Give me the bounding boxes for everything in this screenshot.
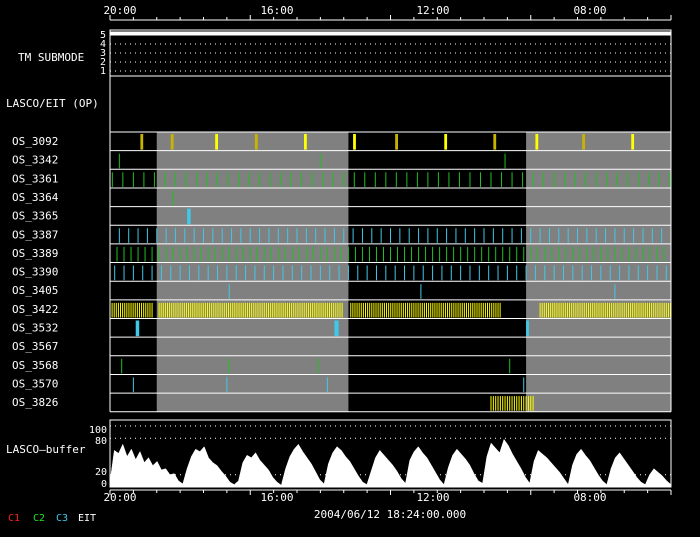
- row-label-os_3532: OS_3532: [12, 322, 58, 335]
- event-block-os_3092: [395, 134, 398, 150]
- event-block-os_3092: [140, 134, 144, 150]
- top-tick-label-4: 08:00: [573, 4, 606, 17]
- bottom-tick-label-2: 16:00: [260, 491, 293, 504]
- event-block-os_3092: [631, 134, 635, 150]
- event-block-os_3092: [304, 134, 307, 150]
- submode-level-5: 5: [100, 30, 106, 41]
- event-block-os_3532: [135, 320, 140, 337]
- submode-level-3: 3: [100, 48, 106, 59]
- legend-c3: C3: [56, 513, 68, 524]
- buffer-label: LASCO–buffer: [6, 443, 86, 456]
- gray-band-2: [526, 132, 671, 412]
- buffer-area: [109, 438, 672, 488]
- row-label-os_3342: OS_3342: [12, 154, 58, 167]
- row-label-os_3567: OS_3567: [12, 340, 58, 353]
- event-block-os_3365: [187, 208, 191, 225]
- row-label-os_3570: OS_3570: [12, 377, 58, 390]
- event-block-os_3092: [353, 134, 356, 150]
- row-label-os_3405: OS_3405: [12, 284, 58, 297]
- lasco-eit-label: LASCO/EIT (OP): [6, 97, 99, 110]
- row-label-os_3826: OS_3826: [12, 396, 58, 409]
- submode-level-4: 4: [100, 39, 106, 50]
- labels-layer: 20:00 16:00 12:00 08:00 TM SUBMODE 5 4 3…: [6, 4, 607, 524]
- event-block-os_3092: [535, 134, 539, 150]
- row-label-os_3390: OS_3390: [12, 266, 58, 279]
- timestamp-label: 2004/06/12 18:24:00.000: [314, 508, 466, 521]
- legend-c1: C1: [8, 513, 20, 524]
- buffer-tick-80: 80: [95, 436, 107, 447]
- row-label-os_3568: OS_3568: [12, 359, 58, 372]
- bottom-tick-label-1: 20:00: [103, 491, 136, 504]
- legend-c2: C2: [33, 513, 45, 524]
- event-block-os_3092: [582, 134, 585, 150]
- buffer-tick-20: 20: [95, 467, 107, 478]
- gray-bands-layer: [156, 132, 671, 412]
- lasco-eit-panel: [109, 75, 672, 133]
- buffer-panel: [109, 419, 672, 488]
- top-tick-label-3: 12:00: [416, 4, 449, 17]
- event-block-os_3092: [444, 134, 448, 150]
- row-label-os_3389: OS_3389: [12, 247, 58, 260]
- event-block-os_3092: [215, 134, 218, 150]
- row-label-os_3361: OS_3361: [12, 172, 58, 185]
- tm-submode-level-5-bar: [110, 31, 671, 36]
- submode-level-1: 1: [100, 66, 106, 77]
- row-label-os_3364: OS_3364: [12, 191, 59, 204]
- event-block-os_3532: [334, 320, 339, 337]
- gray-band-1: [156, 132, 349, 412]
- row-label-os_3365: OS_3365: [12, 210, 58, 223]
- bottom-tick-label-3: 12:00: [416, 491, 449, 504]
- events-layer: [109, 31, 672, 488]
- buffer-tick-0: 0: [101, 479, 107, 490]
- event-block-os_3092: [493, 134, 497, 150]
- top-tick-label-1: 20:00: [103, 4, 136, 17]
- event-block-os_3092: [254, 134, 258, 150]
- top-tick-label-2: 16:00: [260, 4, 293, 17]
- tm-submode-label: TM SUBMODE: [18, 51, 84, 64]
- event-block-os_3532: [526, 320, 529, 337]
- row-label-os_3422: OS_3422: [12, 303, 58, 316]
- bottom-tick-label-4: 08:00: [573, 491, 606, 504]
- row-label-os_3387: OS_3387: [12, 228, 58, 241]
- row-label-os_3092: OS_3092: [12, 135, 58, 148]
- submode-level-2: 2: [100, 57, 106, 68]
- legend-eit: EIT: [78, 513, 96, 524]
- buffer-tick-100: 100: [89, 425, 107, 436]
- frames-layer: [109, 15, 672, 495]
- event-block-os_3092: [170, 134, 174, 150]
